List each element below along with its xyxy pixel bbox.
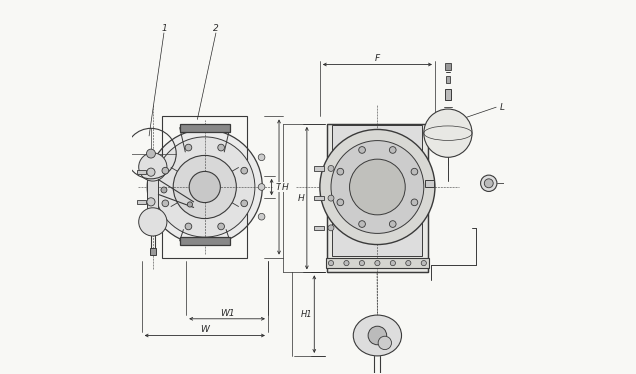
- Text: H1: H1: [301, 310, 313, 319]
- Circle shape: [218, 223, 225, 230]
- Circle shape: [258, 213, 265, 220]
- Circle shape: [359, 221, 366, 227]
- Circle shape: [188, 202, 193, 207]
- Circle shape: [258, 184, 265, 190]
- Bar: [326, 258, 429, 268]
- Bar: [332, 125, 422, 256]
- Bar: [150, 248, 156, 255]
- Bar: [445, 62, 450, 70]
- Circle shape: [148, 129, 262, 245]
- Bar: [314, 226, 324, 230]
- Circle shape: [328, 165, 334, 171]
- Bar: [425, 180, 434, 187]
- Text: T: T: [275, 183, 281, 191]
- Circle shape: [378, 336, 392, 350]
- Ellipse shape: [353, 315, 401, 356]
- Circle shape: [162, 200, 169, 207]
- Circle shape: [258, 154, 265, 161]
- Circle shape: [146, 149, 155, 158]
- Circle shape: [421, 261, 426, 266]
- Circle shape: [139, 208, 167, 236]
- Circle shape: [139, 153, 167, 181]
- Circle shape: [344, 261, 349, 266]
- Circle shape: [320, 129, 435, 245]
- Bar: [445, 89, 450, 100]
- Circle shape: [406, 261, 411, 266]
- Circle shape: [185, 223, 192, 230]
- Circle shape: [389, 147, 396, 153]
- Circle shape: [241, 200, 247, 207]
- Circle shape: [391, 261, 396, 266]
- Text: 1: 1: [161, 24, 167, 33]
- Circle shape: [331, 141, 424, 233]
- Circle shape: [147, 198, 155, 206]
- Bar: [328, 124, 427, 272]
- Bar: [137, 170, 146, 174]
- Circle shape: [375, 261, 380, 266]
- Circle shape: [328, 225, 334, 231]
- Bar: [180, 123, 230, 132]
- Text: W: W: [200, 325, 209, 334]
- Bar: [446, 76, 450, 83]
- Circle shape: [481, 175, 497, 191]
- Circle shape: [389, 221, 396, 227]
- Circle shape: [173, 156, 237, 218]
- Circle shape: [359, 147, 366, 153]
- Circle shape: [337, 199, 343, 206]
- Bar: [137, 200, 146, 204]
- Bar: [148, 174, 158, 215]
- Bar: [145, 113, 265, 261]
- Circle shape: [424, 109, 472, 157]
- Circle shape: [368, 326, 387, 345]
- Bar: [314, 196, 324, 200]
- Text: H: H: [282, 183, 288, 191]
- Circle shape: [161, 187, 167, 193]
- Circle shape: [350, 159, 405, 215]
- Circle shape: [189, 171, 220, 203]
- Circle shape: [484, 179, 493, 188]
- Circle shape: [147, 168, 155, 176]
- Circle shape: [411, 168, 418, 175]
- Circle shape: [337, 168, 343, 175]
- Text: 2: 2: [213, 24, 219, 33]
- Circle shape: [218, 144, 225, 151]
- Text: W1: W1: [220, 309, 234, 318]
- Circle shape: [359, 261, 364, 266]
- Circle shape: [328, 195, 334, 201]
- Bar: [180, 237, 230, 245]
- Bar: [162, 116, 247, 258]
- Bar: [328, 124, 427, 272]
- Circle shape: [162, 167, 169, 174]
- Text: L: L: [500, 103, 505, 112]
- Bar: [314, 166, 324, 171]
- Text: F: F: [375, 55, 380, 64]
- Circle shape: [411, 199, 418, 206]
- Circle shape: [328, 261, 334, 266]
- Circle shape: [155, 137, 255, 237]
- Circle shape: [185, 144, 192, 151]
- Circle shape: [241, 167, 247, 174]
- Text: H: H: [298, 194, 305, 203]
